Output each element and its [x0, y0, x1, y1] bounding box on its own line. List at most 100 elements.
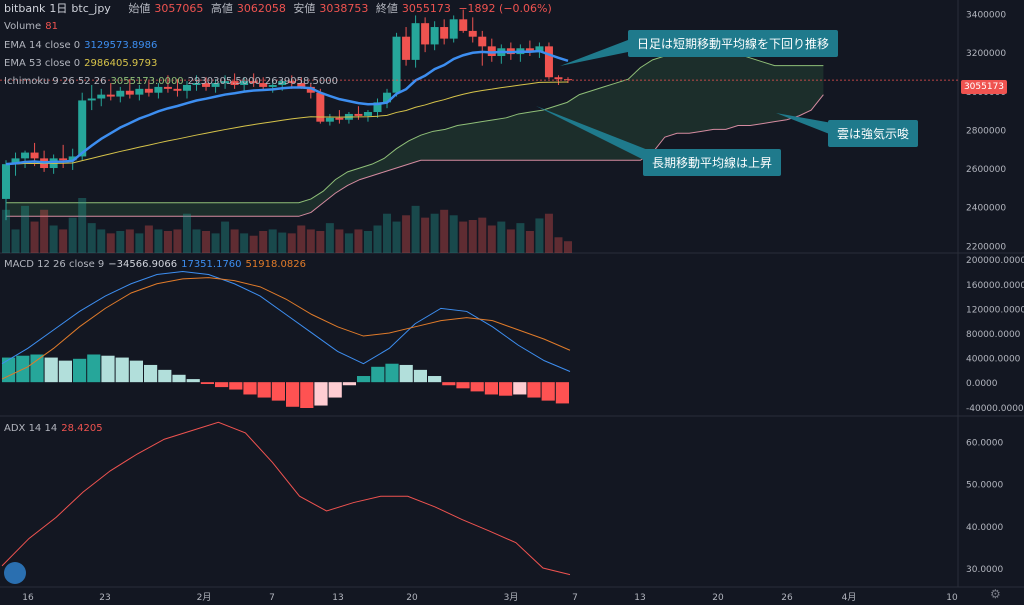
candle-body	[106, 94, 115, 97]
volume-bar	[182, 213, 191, 253]
time-tick-label: 3月	[504, 592, 519, 603]
adx-tick-label: 60.0000	[966, 438, 1003, 448]
volume-bar	[49, 225, 58, 253]
macd-tick-label: 80000.0000	[966, 330, 1021, 340]
volume-bar	[163, 231, 172, 253]
macd-hist-value: −34566.9066	[108, 259, 178, 270]
volume-bar	[363, 231, 372, 253]
candle-body	[11, 158, 20, 165]
volume-bar	[497, 221, 506, 253]
candle-body	[116, 90, 125, 97]
gear-icon[interactable]: ⚙	[990, 587, 1001, 601]
macd-histogram-bar	[186, 379, 200, 383]
candle-body	[535, 46, 544, 53]
candle-body	[78, 100, 87, 157]
macd-histogram-bar	[44, 357, 58, 383]
open-label: 始値	[128, 2, 151, 15]
macd-signal-value: 51918.0826	[245, 259, 306, 270]
price-tick-label: 2200000	[966, 242, 1006, 252]
candle-body	[125, 90, 134, 95]
price-tick-label: 2800000	[966, 126, 1006, 136]
candle-body	[154, 86, 163, 93]
macd-label: MACD 12 26 close 9	[4, 259, 105, 270]
volume-bar	[316, 231, 325, 253]
callout-ema-long: 長期移動平均線は上昇	[643, 149, 782, 176]
volume-bar	[68, 217, 77, 253]
candle-body	[440, 27, 449, 39]
signal-line	[1, 277, 571, 380]
cloud-fill	[6, 52, 824, 217]
volume-bar	[325, 223, 334, 253]
time-tick-label: 16	[22, 593, 34, 603]
candle-body	[325, 117, 334, 122]
volume-label: Volume	[4, 21, 42, 32]
price-tick-label: 3200000	[966, 49, 1006, 59]
close-label: 終値	[375, 2, 398, 15]
candle-body	[211, 83, 220, 87]
macd-histogram-bar	[555, 382, 569, 404]
time-tick-label: 20	[406, 593, 418, 603]
change-value: −1892 (−0.06%)	[458, 2, 552, 15]
volume-bar	[430, 213, 439, 253]
volume-bar	[373, 225, 382, 253]
ema14-line	[5, 49, 569, 166]
time-tick-label: 13	[332, 593, 343, 603]
ema53-line	[5, 81, 569, 165]
volume-bar	[544, 213, 553, 253]
symbol-legend: bitbank 1日 btc_jpy 始値 3057065 高値 3062058 安値 3…	[4, 2, 556, 16]
tradingview-logo-icon[interactable]	[4, 562, 26, 584]
candle-body	[68, 156, 77, 161]
time-tick-label: 4月	[842, 592, 857, 603]
macd-histogram-bar	[286, 382, 300, 407]
candle-body	[430, 27, 439, 45]
candle-body	[259, 83, 268, 87]
ichimoku-v3: 2639058.5000	[264, 76, 339, 87]
macd-histogram-bar	[58, 360, 72, 383]
candle-body	[392, 36, 401, 93]
volume-bar	[135, 233, 144, 253]
macd-histogram-bar	[513, 382, 527, 395]
candle-body	[202, 83, 211, 87]
macd-histogram-bar	[73, 358, 87, 383]
candle-body	[230, 81, 239, 85]
candle-body	[182, 84, 191, 91]
candle-body	[163, 86, 172, 89]
macd-line-value: 17351.1760	[181, 259, 242, 270]
callout-ema-short: 日足は短期移動平均線を下回り推移	[628, 30, 839, 57]
candle-body	[2, 164, 10, 199]
volume-bar	[383, 213, 392, 253]
volume-legend: Volume 81	[4, 20, 62, 34]
volume-bar	[487, 225, 496, 253]
volume-bar	[354, 229, 363, 253]
volume-bar	[230, 229, 239, 253]
high-label: 高値	[210, 2, 233, 15]
volume-bar	[106, 233, 115, 253]
macd-tick-label: 120000.0000	[966, 305, 1024, 315]
volume-bar	[211, 233, 220, 253]
callout-pointer-cloud	[776, 113, 832, 135]
macd-histogram-bar	[257, 382, 271, 398]
candle-body	[144, 88, 153, 93]
macd-histogram-bar	[527, 382, 541, 398]
ema14-label: EMA 14 close 0	[4, 40, 81, 51]
time-tick-label: 26	[781, 593, 793, 603]
adx-tick-label: 50.0000	[966, 481, 1003, 491]
macd-histogram-bar	[2, 357, 16, 383]
candle-body	[449, 19, 458, 39]
volume-bar	[564, 241, 572, 253]
candle-body	[383, 92, 392, 103]
volume-bar	[78, 198, 87, 253]
volume-bar	[240, 233, 249, 253]
candlesticks[interactable]	[2, 9, 572, 221]
volume-bar	[525, 231, 534, 253]
ema53-value: 2986405.9793	[84, 58, 158, 69]
candle-body	[59, 158, 68, 161]
candle-body	[30, 152, 39, 159]
candle-body	[421, 23, 430, 45]
adx-tick-label: 40.0000	[966, 523, 1003, 533]
macd-histogram-bar	[541, 382, 555, 401]
volume-bars	[2, 198, 572, 253]
macd-tick-label: 200000.0000	[966, 256, 1024, 266]
volume-bar	[554, 237, 563, 253]
